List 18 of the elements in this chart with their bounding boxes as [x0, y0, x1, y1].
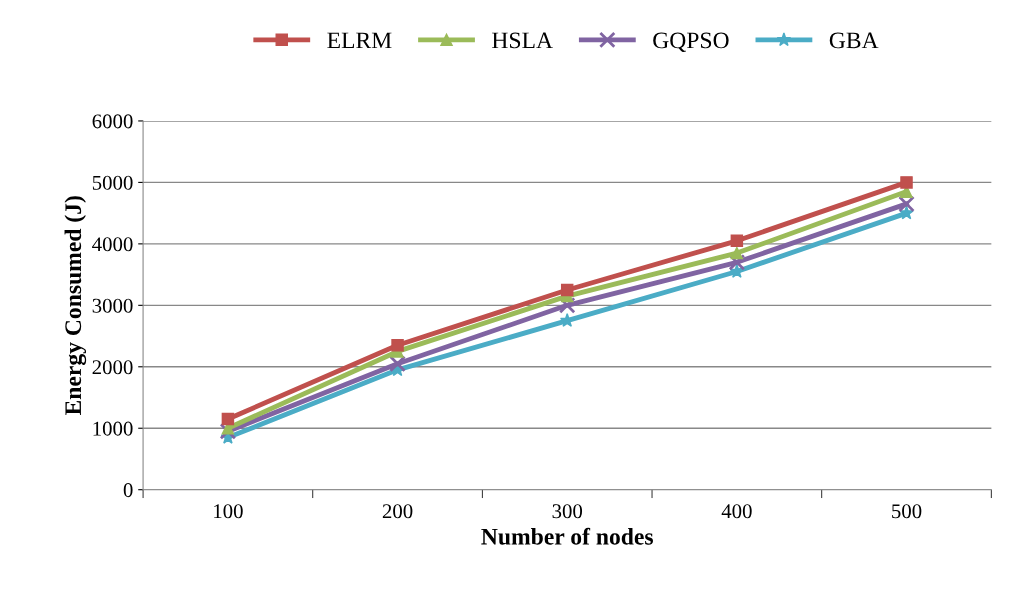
y-tick-label: 6000 — [92, 114, 133, 129]
legend-label: GBA — [829, 32, 879, 49]
legend-label: ELRM — [327, 32, 392, 49]
y-tick-label: 3000 — [92, 298, 133, 313]
y-tick-label: 2000 — [92, 360, 133, 375]
y-tick-label: 0 — [123, 483, 133, 498]
x-tick-label: 200 — [382, 504, 413, 519]
x-tick-label: 300 — [552, 504, 583, 519]
x-axis-title: Number of nodes — [481, 527, 653, 545]
x-tick-label: 100 — [214, 504, 243, 519]
x-tick-label: 500 — [892, 504, 922, 519]
y-tick-label: 4000 — [92, 237, 133, 252]
legend-label: HSLA — [492, 32, 553, 49]
y-tick-label: 5000 — [92, 175, 133, 190]
y-axis-title: Energy Consumed (J) — [64, 196, 87, 416]
x-tick-label: 400 — [721, 504, 752, 519]
legend-label: GQPSO — [653, 32, 729, 52]
y-tick-label: 1000 — [93, 421, 133, 436]
